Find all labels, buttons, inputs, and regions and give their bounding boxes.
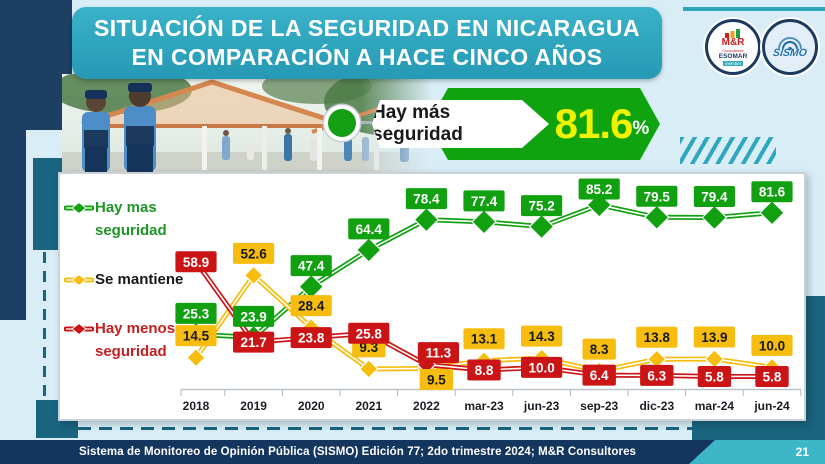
legend-item-se-mantiene: Se mantiene: [64, 268, 184, 291]
page-number: 21: [795, 445, 809, 459]
green-line-diamond-icon: [64, 201, 94, 215]
callout-connector-line: [342, 121, 382, 124]
legend-label: Hay menos seguridad: [95, 320, 176, 360]
callout-value: 81.6 %: [550, 88, 654, 160]
legend-label: Hay mas seguridad: [95, 199, 167, 239]
callout-point-icon: [324, 105, 360, 141]
footer-bar: Sistema de Monitoreo de Opinión Pública …: [0, 440, 715, 464]
vertical-dashed-line: [43, 252, 46, 404]
callout-label: Hay más seguridad: [372, 102, 463, 145]
legend-label: Se mantiene: [95, 271, 184, 288]
top-right-accent-line: [683, 7, 825, 11]
mr-chart-icon: [725, 28, 740, 38]
diagonal-stripes-decoration: [680, 137, 776, 164]
mr-logo-name: M&R: [721, 36, 745, 48]
yellow-line-diamond-icon: [64, 273, 94, 287]
footer-text: Sistema de Monitoreo de Opinión Pública …: [78, 446, 637, 458]
sismo-signal-icon: [778, 36, 802, 50]
legend-item-hay-mas-seguridad: Hay mas seguridad: [64, 196, 184, 242]
mr-logo-consultores: Consultores: [722, 47, 744, 53]
callout-percent-sign: %: [632, 118, 650, 139]
title-line-2: EN COMPARACIÓN A HACE CINCO AÑOS: [131, 44, 603, 70]
title-line-1: SITUACIÓN DE LA SEGURIDAD EN NICARAGUA: [94, 15, 640, 41]
chart-legend: Hay mas seguridad Se mantiene Hay menos: [64, 196, 184, 363]
callout-value-number: 81.6: [554, 100, 634, 147]
mr-logo-member: member: [722, 60, 744, 66]
sismo-logo-label: SISMO: [772, 46, 808, 59]
red-line-diamond-icon: [64, 322, 94, 336]
callout-label-ribbon: Hay más seguridad: [372, 100, 549, 148]
top-left-navy-block: [0, 0, 72, 130]
mr-logo-esomar: ESOMAR: [718, 52, 748, 60]
sismo-logo: SISMO: [762, 19, 818, 75]
legend-item-hay-menos-seguridad: Hay menos seguridad: [64, 317, 184, 363]
slide-title: SITUACIÓN DE LA SEGURIDAD EN NICARAGUA E…: [72, 7, 662, 79]
horizontal-dashed-line: [78, 427, 692, 430]
mr-consultores-logo: M&R Consultores ESOMAR member: [705, 19, 761, 75]
